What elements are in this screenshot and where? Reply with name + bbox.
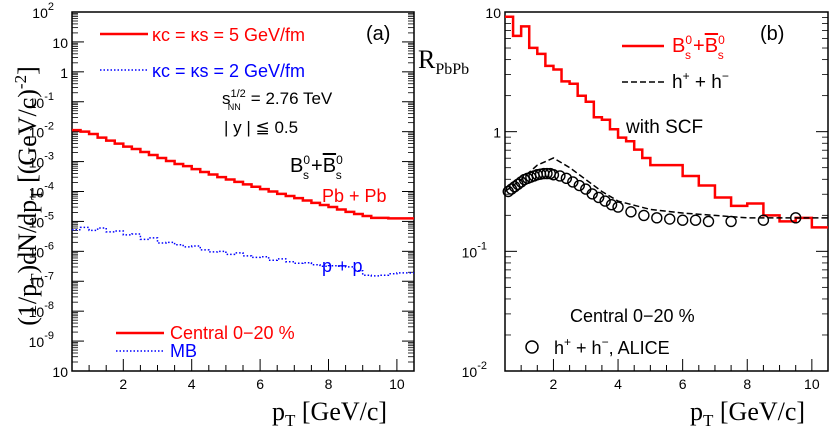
- panel-b-marker: [625, 206, 637, 218]
- series-label-pp: p + p: [322, 256, 363, 276]
- panel-b-marker: [676, 214, 689, 226]
- panel-b-axes: 2 4 6 8 10 10 1 10-1 10-2: [462, 5, 829, 392]
- panel-b-tag: (b): [760, 23, 784, 45]
- legend-model-5-label: κc = κs = 5 GeV/fm: [152, 25, 305, 45]
- legend-alice-marker: [525, 340, 539, 354]
- rapidity-label: | y | ≦ 0.5: [224, 118, 298, 137]
- panel-a-xtick-label: 10: [389, 376, 405, 392]
- panel-b-marker: [541, 167, 553, 180]
- panel-b-marker: [592, 191, 605, 204]
- panel-a-xtick-label: 4: [188, 376, 196, 392]
- panel-b-marker: [612, 201, 624, 213]
- panel-b-xtick-label: 2: [550, 376, 558, 392]
- panel-b-marker: [554, 170, 566, 182]
- panel-b-ytick-label: 1: [493, 125, 501, 141]
- panel-b-xlabel: pT [GeV/c]: [690, 397, 805, 430]
- panel-a: 2 4 6 8 10 102 10 1 10-1 10-2 10-3 10-4 10-5 10-6 10-7…: [11, 1, 415, 430]
- panel-a-series-1: [72, 226, 414, 277]
- panel-b-marker: [547, 169, 560, 181]
- panel-a-ytick-label: 10: [52, 364, 68, 380]
- panel-b-marker: [560, 172, 573, 185]
- legend-model-2-label: κc = κs = 2 GeV/fm: [152, 61, 305, 81]
- panel-b-xtick-label: 6: [679, 376, 687, 392]
- legend-bs-label: B0 s +B0 s: [672, 33, 725, 62]
- panel-a-ytick-label: 10-1: [29, 91, 54, 111]
- panel-b-xtick-label: 10: [804, 376, 820, 392]
- panel-b-marker: [599, 195, 611, 207]
- particle-label: B0 s +B0 s: [290, 153, 343, 182]
- panel-b-marker: [638, 209, 650, 222]
- panel-a-ytick-label: 10-5: [29, 210, 54, 230]
- panel-b-marker: [689, 214, 702, 226]
- panel-a-ytick-label: 10-9: [29, 330, 54, 350]
- panel-a-ytick-label: 10-6: [29, 240, 54, 260]
- panel-a-ytick-label: 10-3: [29, 151, 54, 171]
- panel-b-series-1: [504, 157, 828, 219]
- panel-a-axes: 2 4 6 8 10 102 10 1 10-1 10-2 10-3 10-4 10-5 10-6 10-7…: [29, 1, 415, 392]
- panel-a-ytick-label: 102: [32, 1, 54, 21]
- panel-a-xtick-label: 2: [119, 376, 127, 392]
- panel-a-ytick-label: 10-8: [29, 300, 54, 320]
- panel-a-series-0: [72, 128, 414, 220]
- legend-alice-label: h+ + h−, ALICE: [554, 335, 670, 358]
- panel-b-marker: [515, 176, 527, 188]
- panel-b-marker: [573, 179, 585, 192]
- panel-b-series: [502, 15, 828, 229]
- panel-a-ylabel: (1/pT)dN/dpT [(GeV/c)-2]: [11, 66, 46, 326]
- annotation-scf: with SCF: [625, 117, 703, 138]
- panel-b-marker: [651, 212, 663, 224]
- panel-b-series-0: [505, 15, 828, 229]
- panel-a-ytick-label: 10: [52, 35, 68, 51]
- panel-a-ytick-label: 10-4: [29, 181, 54, 201]
- panel-b-marker: [790, 212, 802, 224]
- panel-b-marker: [605, 198, 618, 211]
- panel-a-xtick-label: 8: [325, 376, 333, 392]
- panel-a-tag: (a): [366, 23, 390, 45]
- panel-b-ytick-label: 10: [485, 5, 501, 21]
- panel-b-xtick-label: 4: [614, 376, 622, 392]
- panel-b-marker: [702, 215, 715, 228]
- panel-b-marker: [586, 188, 598, 200]
- panel-a-xtick-label: 6: [256, 376, 264, 392]
- panel-a-ytick-label: 10-7: [29, 270, 54, 290]
- series-label-pbpb: Pb + Pb: [322, 186, 387, 206]
- panel-b-ylabel: RPbPb: [418, 45, 469, 78]
- panel-b-marker: [664, 213, 676, 225]
- panel-b-centrality: Central 0−20 %: [570, 306, 695, 326]
- legend-h-label: h+ + h−: [672, 69, 729, 93]
- panel-a-ytick-label: 10-2: [29, 121, 54, 141]
- panel-b-marker: [567, 176, 579, 188]
- panel-a-series: [72, 128, 414, 277]
- panel-b-ytick-label: 10-2: [462, 360, 487, 380]
- panel-b: 2 4 6 8 10 10 1 10-1 10-2 RPbPb (b) B0 s +B0 s h+ +…: [418, 5, 829, 430]
- panel-b-marker: [757, 214, 770, 226]
- panel-b-ytick-label: 10-1: [462, 240, 487, 260]
- legend-central-label: Central 0−20 %: [170, 323, 295, 343]
- legend-mb-label: MB: [170, 341, 197, 361]
- panel-b-marker: [725, 215, 737, 228]
- energy-label: s1/2 NN = 2.76 TeV: [222, 88, 333, 112]
- panel-b-xtick-label: 8: [743, 376, 751, 392]
- panel-a-ytick-label: 1: [60, 65, 68, 81]
- panel-a-xlabel: pT [GeV/c]: [272, 397, 387, 430]
